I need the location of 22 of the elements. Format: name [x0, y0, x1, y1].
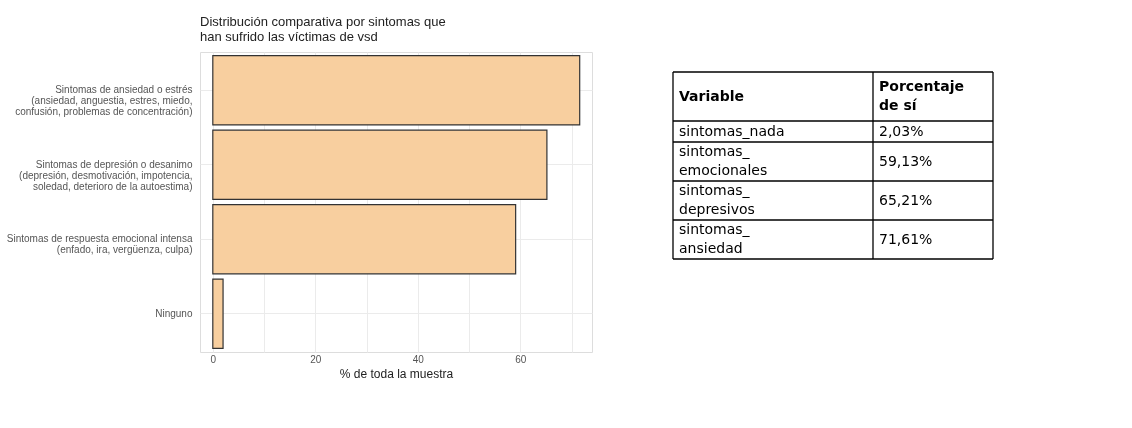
x-tick-label: 0: [210, 353, 217, 365]
x-tick-label: 40: [412, 353, 425, 365]
text: 65,21%: [879, 191, 933, 208]
x-axis-title: % de toda la muestra: [339, 366, 454, 381]
y-tick-label: Sintomas de respuesta emocional intensa (enfado, ira, vergüenza, culpa): [6, 233, 193, 256]
category-label: sintomas_ansiedad: [679, 221, 751, 256]
category-label: sintomas_nada: [679, 122, 785, 139]
bar: [212, 129, 548, 200]
x-tick-label: 20: [310, 353, 322, 365]
x-tick-label: 60: [515, 353, 527, 365]
bar: [212, 204, 517, 275]
text: 59,13%: [879, 152, 933, 169]
y-tick-label: Sintomas de ansiedad o estrés (ansiedad, anguestia, estres, miedo, confusión, problemas de concentración): [15, 84, 193, 118]
bar: [212, 278, 224, 349]
text: Porcentaje de sí: [879, 78, 964, 113]
y-tick-label: Ninguno: [155, 307, 193, 319]
text: Variable: [679, 87, 744, 104]
chart-title: Distribución comparativa por sintomas que han sufrido las víctimas de vsd: [200, 14, 446, 44]
text: 2,03%: [879, 122, 924, 139]
y-tick-label: Sintomas de depresión o desanimo (depresión, desmotivación, impotencia, soledad, deterioro de la autoestima): [19, 158, 193, 192]
text: 71,61%: [879, 230, 933, 247]
bar: [212, 55, 581, 126]
